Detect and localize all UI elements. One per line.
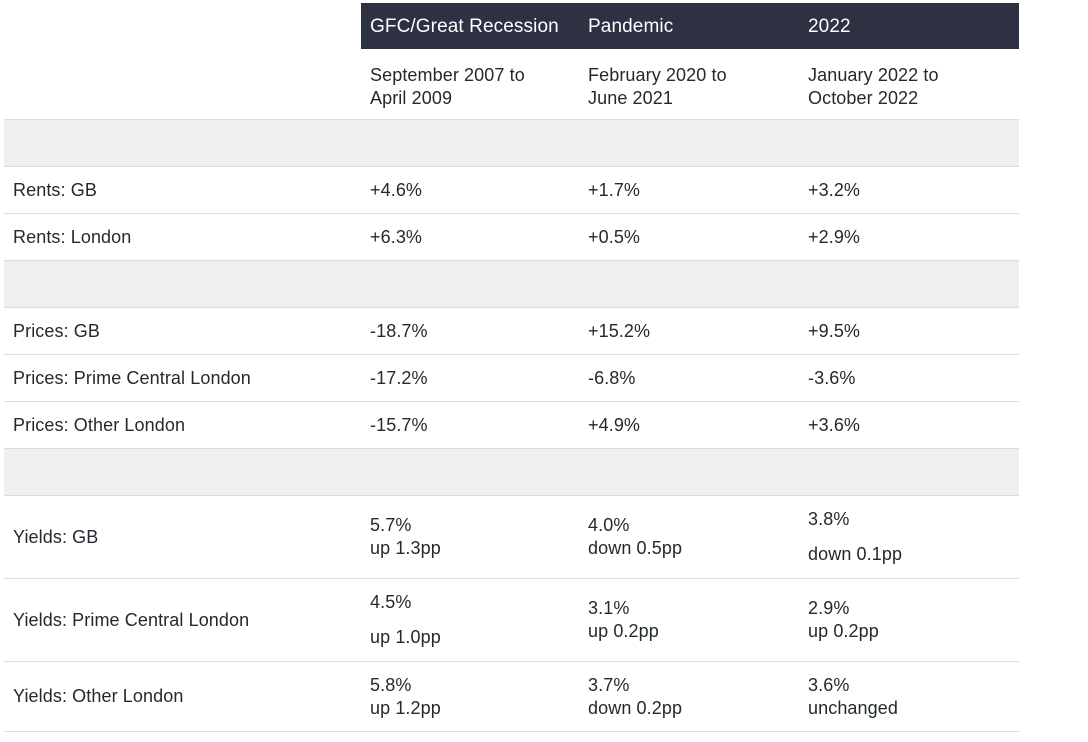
value-2022: 3.8% down 0.1pp — [800, 508, 1019, 566]
period-pandemic-start: February 2020 to — [588, 65, 727, 85]
period-gfc-end: April 2009 — [370, 88, 453, 108]
period-pandemic: February 2020 to June 2021 — [580, 49, 800, 119]
yield-value: 3.8% — [808, 509, 850, 529]
value-gfc: +4.6% — [370, 179, 423, 200]
value-2022: +3.2% — [808, 179, 861, 200]
period-2022-end: October 2022 — [808, 88, 919, 108]
header-gfc: GFC/Great Recession — [370, 15, 559, 37]
table-row-rents-london: Rents: London +6.3% +0.5% +2.9% — [4, 214, 1019, 261]
yield-change: unchanged — [808, 697, 898, 718]
value-2022: +2.9% — [808, 226, 861, 247]
row-label: Rents: London — [13, 226, 132, 247]
value-2022: 2.9% up 0.2pp — [800, 597, 1019, 643]
value-pandemic: 3.7% down 0.2pp — [580, 674, 800, 720]
table-row-prices-gb: Prices: GB -18.7% +15.2% +9.5% — [4, 308, 1019, 355]
table-row-yields-gb: Yields: GB 5.7% up 1.3pp 4.0% down 0.5pp… — [4, 496, 1019, 579]
header-dark-band: GFC/Great Recession Pandemic 2022 — [361, 3, 1019, 49]
section-divider-rents — [4, 120, 1019, 167]
row-label: Prices: Other London — [13, 414, 186, 435]
section-divider-yields — [4, 449, 1019, 496]
yield-value: 5.8% — [370, 674, 412, 695]
row-label: Rents: GB — [13, 179, 97, 200]
value-gfc: -15.7% — [370, 414, 428, 435]
value-gfc: -18.7% — [370, 320, 428, 341]
row-label: Yields: GB — [13, 526, 99, 547]
period-2022-start: January 2022 to — [808, 65, 939, 85]
table-row-yields-other-london: Yields: Other London 5.8% up 1.2pp 3.7% … — [4, 662, 1019, 732]
table-header-row: GFC/Great Recession Pandemic 2022 — [4, 3, 1019, 49]
yield-value: 5.7% — [370, 515, 412, 535]
table-row-prices-other-london: Prices: Other London -15.7% +4.9% +3.6% — [4, 402, 1019, 449]
period-blank-cell — [4, 49, 361, 119]
value-2022: 3.6% unchanged — [800, 674, 1019, 720]
yield-change: down 0.5pp — [588, 538, 683, 558]
value-gfc: 4.5% up 1.0pp — [361, 591, 580, 649]
value-gfc: +6.3% — [370, 226, 423, 247]
row-label: Yields: Other London — [13, 686, 184, 706]
section-divider-prices — [4, 261, 1019, 308]
yield-change: down 0.1pp — [808, 544, 903, 564]
yield-value: 3.1% — [588, 598, 630, 618]
period-row: September 2007 to April 2009 February 20… — [4, 49, 1019, 120]
value-pandemic: 4.0% down 0.5pp — [580, 514, 800, 560]
value-2022: +9.5% — [808, 320, 861, 341]
value-pandemic: +4.9% — [588, 414, 641, 435]
header-blank-cell — [4, 3, 361, 49]
period-gfc: September 2007 to April 2009 — [361, 49, 580, 119]
table-row-rents-gb: Rents: GB +4.6% +1.7% +3.2% — [4, 167, 1019, 214]
value-pandemic: +0.5% — [588, 226, 641, 247]
value-gfc: -17.2% — [370, 367, 428, 388]
value-2022: -3.6% — [808, 367, 856, 388]
yield-change: up 1.0pp — [370, 627, 441, 647]
value-2022: +3.6% — [808, 414, 861, 435]
table-row-yields-pcl: Yields: Prime Central London 4.5% up 1.0… — [4, 579, 1019, 662]
yield-value: 3.7% — [588, 674, 630, 695]
value-pandemic: -6.8% — [588, 367, 636, 388]
spacer — [808, 531, 1019, 543]
yield-change: up 1.2pp — [370, 697, 441, 718]
comparison-table: GFC/Great Recession Pandemic 2022 Septem… — [4, 3, 1019, 732]
row-label: Prices: Prime Central London — [13, 367, 251, 388]
row-label: Yields: Prime Central London — [13, 609, 250, 630]
value-pandemic: 3.1% up 0.2pp — [580, 597, 800, 643]
period-gfc-start: September 2007 to — [370, 65, 525, 85]
value-gfc: 5.7% up 1.3pp — [361, 514, 580, 560]
yield-change: up 0.2pp — [588, 621, 659, 641]
value-gfc: 5.8% up 1.2pp — [361, 674, 580, 720]
period-2022: January 2022 to October 2022 — [800, 49, 1019, 119]
yield-value: 3.6% — [808, 674, 850, 695]
yield-change: down 0.2pp — [588, 697, 683, 718]
table-row-prices-pcl: Prices: Prime Central London -17.2% -6.8… — [4, 355, 1019, 402]
value-pandemic: +15.2% — [588, 320, 651, 341]
value-pandemic: +1.7% — [588, 179, 641, 200]
yield-change: up 0.2pp — [808, 621, 879, 641]
spacer — [370, 614, 580, 626]
row-label: Prices: GB — [13, 320, 101, 341]
yield-change: up 1.3pp — [370, 538, 441, 558]
yield-value: 4.5% — [370, 592, 412, 612]
header-2022: 2022 — [808, 15, 851, 37]
yield-value: 4.0% — [588, 515, 630, 535]
period-pandemic-end: June 2021 — [588, 88, 673, 108]
yield-value: 2.9% — [808, 598, 850, 618]
header-pandemic: Pandemic — [588, 15, 674, 37]
